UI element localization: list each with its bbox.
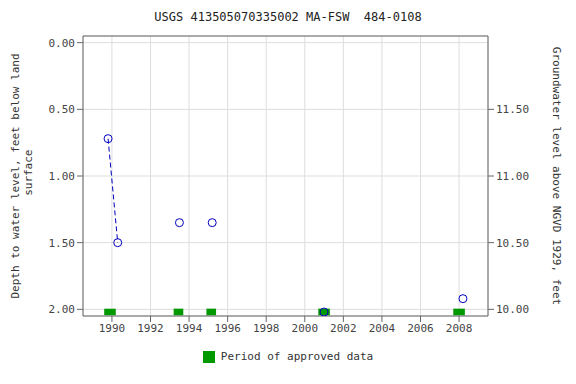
svg-text:2006: 2006 xyxy=(407,322,434,335)
svg-text:1998: 1998 xyxy=(253,322,280,335)
svg-text:1996: 1996 xyxy=(214,322,241,335)
svg-text:11.50: 11.50 xyxy=(496,103,529,116)
svg-text:2008: 2008 xyxy=(446,322,473,335)
svg-text:1990: 1990 xyxy=(99,322,126,335)
svg-text:1994: 1994 xyxy=(176,322,203,335)
svg-text:1992: 1992 xyxy=(137,322,164,335)
html-text:surface: surface xyxy=(22,149,35,203)
svg-text:10.50: 10.50 xyxy=(496,237,529,250)
svg-text:0.50: 0.50 xyxy=(49,103,76,116)
svg-text:0.00: 0.00 xyxy=(49,37,76,50)
svg-text:2004: 2004 xyxy=(369,322,396,335)
svg-text:11.00: 11.00 xyxy=(496,170,529,183)
svg-text:2002: 2002 xyxy=(330,322,357,335)
svg-text:10.00: 10.00 xyxy=(496,303,529,316)
html-text:USGS 413505070335002 MA-FSW 48: USGS 413505070335002 MA-FSW 484-0108 xyxy=(154,10,422,24)
svg-text:2000: 2000 xyxy=(292,322,319,335)
svg-text:2.00: 2.00 xyxy=(49,303,76,316)
svg-text:1.00: 1.00 xyxy=(49,170,76,183)
html-text:Groundwater level above NGVD 1: Groundwater level above NGVD 1929, feet xyxy=(549,46,563,306)
html-text:Depth to water level, feet bel: Depth to water level, feet below land xyxy=(9,53,22,299)
svg-text:1.50: 1.50 xyxy=(49,237,76,250)
html-text:Period of approved data: Period of approved data xyxy=(220,350,374,363)
